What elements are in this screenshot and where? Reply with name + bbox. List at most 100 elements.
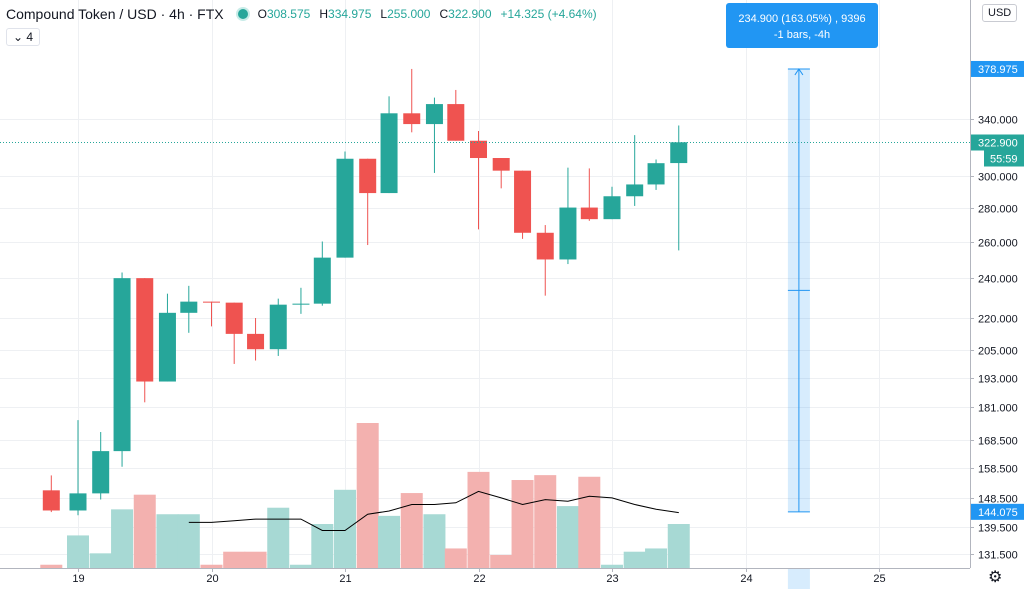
candle-body xyxy=(113,278,131,452)
y-tick-label: 193.000 xyxy=(978,374,1018,386)
x-tick-label: 20 xyxy=(206,573,218,585)
symbol-title[interactable]: Compound Token / USD · 4h · FTX xyxy=(6,6,224,22)
volume-bar xyxy=(423,514,446,568)
x-tick-label: 19 xyxy=(72,573,84,585)
volume-bar xyxy=(334,489,356,568)
y-tick-label: 240.000 xyxy=(978,274,1018,286)
countdown-box xyxy=(984,150,1024,167)
volume-bar xyxy=(40,564,63,568)
candle xyxy=(626,135,644,206)
candle-body xyxy=(92,451,110,494)
volume-bar xyxy=(467,471,490,568)
candle-body xyxy=(203,301,220,303)
candle-body xyxy=(536,232,554,260)
currency-button[interactable]: USD xyxy=(982,4,1018,22)
ohlc-open-value: 308.575 xyxy=(266,7,311,21)
volume-bar xyxy=(511,480,534,568)
ohlc-close-value: 322.900 xyxy=(448,7,492,21)
candle xyxy=(470,130,487,230)
volume-bar xyxy=(578,476,601,568)
measure-time-range xyxy=(787,569,810,589)
candle xyxy=(269,298,287,356)
candle-body xyxy=(514,170,532,233)
y-tick-label: 168.500 xyxy=(978,436,1018,448)
candle-body xyxy=(42,490,60,511)
ohlc-change: +14.325 (+4.64%) xyxy=(501,7,602,21)
volume-bar xyxy=(645,548,668,568)
ohlc-low: L255.000 xyxy=(380,7,435,21)
y-tick-label: 205.000 xyxy=(978,346,1018,358)
candle xyxy=(603,186,621,220)
candle-body xyxy=(380,113,398,194)
candle-body xyxy=(670,142,688,164)
y-tick-label: 158.500 xyxy=(978,464,1018,476)
last-price-box xyxy=(971,134,1024,151)
measure-bottom-box xyxy=(971,503,1024,520)
candle xyxy=(180,285,198,333)
x-tick-label: 24 xyxy=(740,573,752,585)
candle xyxy=(247,317,265,361)
candle xyxy=(203,301,220,327)
y-tick-label: 340.000 xyxy=(978,115,1018,127)
volume-bar xyxy=(311,524,334,568)
volume-ma-line xyxy=(188,490,679,531)
volume-bar xyxy=(400,493,423,568)
measure-top-box xyxy=(971,60,1024,77)
candle xyxy=(380,96,398,194)
volume-bar xyxy=(267,507,290,568)
countdown-label: 55:59 xyxy=(990,154,1018,166)
candle-body xyxy=(359,158,377,194)
ohlc-close: C322.900 xyxy=(439,7,496,21)
candle-body xyxy=(136,278,154,382)
candle-body xyxy=(647,163,665,185)
chevron-down-icon: ⌄ xyxy=(13,30,24,44)
candle xyxy=(536,225,554,296)
candle xyxy=(336,151,354,258)
gear-icon[interactable]: ⚙ xyxy=(988,569,1003,586)
candle-body xyxy=(180,301,198,313)
y-tick-label: 148.500 xyxy=(978,494,1018,506)
volume-bar xyxy=(223,551,246,568)
x-tick-label: 25 xyxy=(873,573,885,585)
volume-bar xyxy=(356,423,379,568)
candle xyxy=(69,420,87,516)
candle-body xyxy=(403,113,421,125)
candle xyxy=(559,167,577,265)
volume-bar xyxy=(667,524,690,568)
measure-top-label: 378.975 xyxy=(978,64,1018,76)
ohlc-change-value: +14.325 (+4.64%) xyxy=(500,7,597,21)
volume-bar xyxy=(111,509,134,568)
candle-body xyxy=(225,302,243,334)
candle-body xyxy=(292,303,310,305)
x-tick-label: 23 xyxy=(606,573,618,585)
ohlc-low-label: L xyxy=(380,7,388,21)
volume-bar xyxy=(289,564,312,568)
candle-body xyxy=(626,184,644,197)
candle xyxy=(292,287,310,314)
x-tick-label: 22 xyxy=(473,573,485,585)
candle-body xyxy=(158,312,176,382)
ohlc-high-value: 334.975 xyxy=(328,7,372,21)
chart-header: Compound Token / USD · 4h · FTX O308.575… xyxy=(6,6,606,22)
candle-body xyxy=(269,304,287,350)
candle-body xyxy=(313,257,331,304)
volume-bar xyxy=(444,548,467,568)
candle-body xyxy=(425,104,443,125)
y-tick-label: 260.000 xyxy=(978,238,1018,250)
status-dot-icon xyxy=(237,9,248,19)
ohlc-open-label: O xyxy=(257,7,267,21)
volume-bar xyxy=(623,551,646,568)
measure-tooltip-line2: -1 bars, -4h xyxy=(773,29,831,41)
volume-bar xyxy=(601,564,623,568)
volume-bar xyxy=(156,514,179,568)
ohlc-high: H334.975 xyxy=(319,7,376,21)
indicator-toggle[interactable]: ⌄ 4 xyxy=(6,28,41,46)
candle xyxy=(403,68,421,133)
measure-tooltip: 234.900 (163.05%) , 9396 -1 bars, -4h xyxy=(726,3,878,48)
volume-bar xyxy=(89,553,112,568)
candle xyxy=(92,432,110,500)
ohlc-high-label: H xyxy=(319,7,329,21)
y-tick-label: 220.000 xyxy=(978,314,1018,326)
ohlc-close-label: C xyxy=(439,7,449,21)
